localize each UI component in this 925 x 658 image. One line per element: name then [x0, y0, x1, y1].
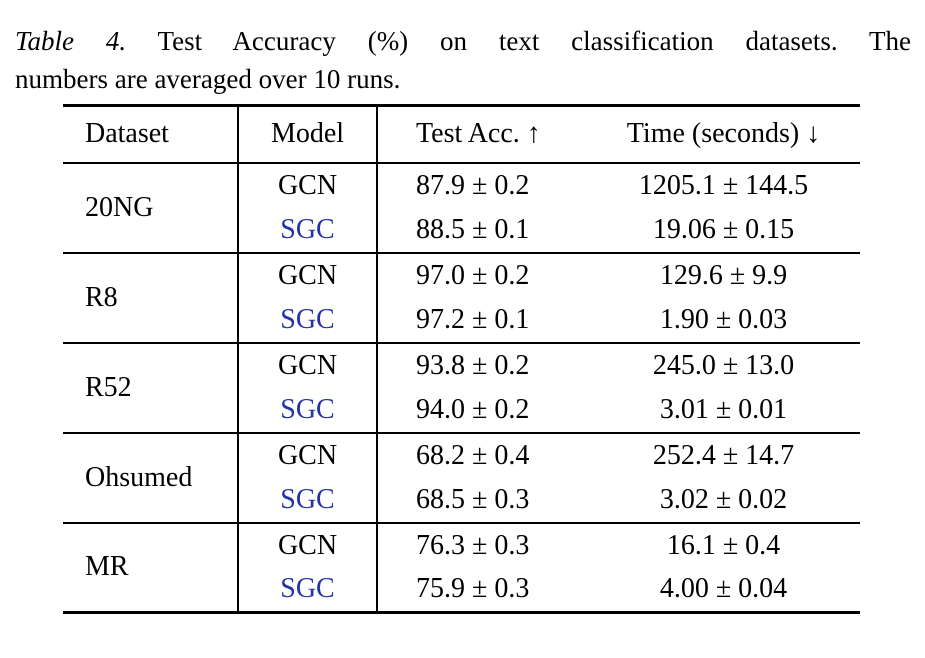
- model-cell-sgc: SGC: [237, 477, 377, 523]
- table-row: SGC 75.9 ± 0.3 4.00 ± 0.04: [63, 567, 860, 613]
- model-cell: GCN: [237, 432, 377, 478]
- dataset-block-r52: R52 GCN 93.8 ± 0.2 245.0 ± 13.0 SGC 94.0…: [63, 342, 860, 433]
- model-cell: GCN: [237, 162, 377, 208]
- time-cell: 3.02 ± 0.02: [659, 483, 788, 515]
- dataset-cell: R8: [85, 281, 118, 313]
- table-row: SGC 88.5 ± 0.1 19.06 ± 0.15: [63, 207, 860, 253]
- header-dataset: Dataset: [85, 118, 169, 150]
- dataset-cell: MR: [85, 551, 129, 583]
- model-cell: GCN: [237, 252, 377, 298]
- time-cell: 3.01 ± 0.01: [659, 393, 788, 425]
- screenshot-smudge: [742, 614, 925, 650]
- acc-cell: 88.5 ± 0.1: [376, 207, 587, 253]
- table-row: SGC 94.0 ± 0.2 3.01 ± 0.01: [63, 387, 860, 433]
- time-cell: 1.90 ± 0.03: [659, 303, 788, 335]
- model-cell-sgc: SGC: [237, 207, 377, 253]
- model-cell: GCN: [237, 342, 377, 388]
- table-row: 20NG GCN 87.9 ± 0.2 1205.1 ± 144.5: [63, 162, 860, 223]
- table-row: SGC 68.5 ± 0.3 3.02 ± 0.02: [63, 477, 860, 523]
- time-cell: 19.06 ± 0.15: [652, 213, 795, 245]
- caption-line-1: Table 4. Test Accuracy (%) on text class…: [15, 22, 911, 60]
- acc-cell: 76.3 ± 0.3: [376, 522, 587, 568]
- table-row: R52 GCN 93.8 ± 0.2 245.0 ± 13.0: [63, 342, 860, 403]
- dataset-cell: Ohsumed: [85, 461, 193, 493]
- acc-cell: 87.9 ± 0.2: [376, 162, 587, 208]
- dataset-block-mr: MR GCN 76.3 ± 0.3 16.1 ± 0.4 SGC 75.9 ± …: [63, 522, 860, 613]
- caption-table-number: Table 4.: [15, 26, 127, 56]
- header-time: Time (seconds) ↓: [626, 118, 821, 150]
- caption-text: Test Accuracy (%) on text classification…: [157, 26, 912, 56]
- acc-cell: 97.0 ± 0.2: [376, 252, 587, 298]
- table-row: R8 GCN 97.0 ± 0.2 129.6 ± 9.9: [63, 252, 860, 313]
- dataset-cell: 20NG: [85, 191, 154, 223]
- dataset-block-20ng: 20NG GCN 87.9 ± 0.2 1205.1 ± 144.5 SGC 8…: [63, 162, 860, 253]
- header-test-acc: Test Acc. ↑: [376, 105, 587, 163]
- table-row: SGC 97.2 ± 0.1 1.90 ± 0.03: [63, 297, 860, 343]
- time-cell: 1205.1 ± 144.5: [638, 169, 809, 201]
- model-cell-sgc: SGC: [237, 387, 377, 433]
- acc-cell: 97.2 ± 0.1: [376, 297, 587, 343]
- acc-cell: 75.9 ± 0.3: [376, 567, 587, 613]
- acc-cell: 94.0 ± 0.2: [376, 387, 587, 433]
- time-cell: 245.0 ± 13.0: [652, 349, 795, 381]
- dataset-block-ohsumed: Ohsumed GCN 68.2 ± 0.4 252.4 ± 14.7 SGC …: [63, 432, 860, 523]
- time-cell: 4.00 ± 0.04: [659, 573, 788, 605]
- time-cell: 252.4 ± 14.7: [652, 439, 795, 471]
- table-row: MR GCN 76.3 ± 0.3 16.1 ± 0.4: [63, 522, 860, 582]
- model-cell: GCN: [237, 522, 377, 568]
- time-cell: 16.1 ± 0.4: [666, 529, 781, 561]
- dataset-cell: R52: [85, 371, 132, 403]
- dataset-block-r8: R8 GCN 97.0 ± 0.2 129.6 ± 9.9 SGC 97.2 ±…: [63, 252, 860, 343]
- acc-cell: 68.5 ± 0.3: [376, 477, 587, 523]
- table-caption: Table 4. Test Accuracy (%) on text class…: [15, 22, 911, 98]
- caption-line-2: numbers are averaged over 10 runs.: [15, 64, 401, 94]
- table-row: Ohsumed GCN 68.2 ± 0.4 252.4 ± 14.7: [63, 432, 860, 493]
- header-model: Model: [237, 105, 377, 163]
- model-cell-sgc: SGC: [237, 567, 377, 613]
- model-cell-sgc: SGC: [237, 297, 377, 343]
- acc-cell: 68.2 ± 0.4: [376, 432, 587, 478]
- results-table: Dataset Model Test Acc. ↑ Time (seconds)…: [63, 104, 860, 614]
- header-row: Dataset Model Test Acc. ↑ Time (seconds)…: [63, 105, 860, 163]
- time-cell: 129.6 ± 9.9: [659, 259, 788, 291]
- acc-cell: 93.8 ± 0.2: [376, 342, 587, 388]
- table-header: Dataset Model Test Acc. ↑ Time (seconds)…: [63, 105, 860, 163]
